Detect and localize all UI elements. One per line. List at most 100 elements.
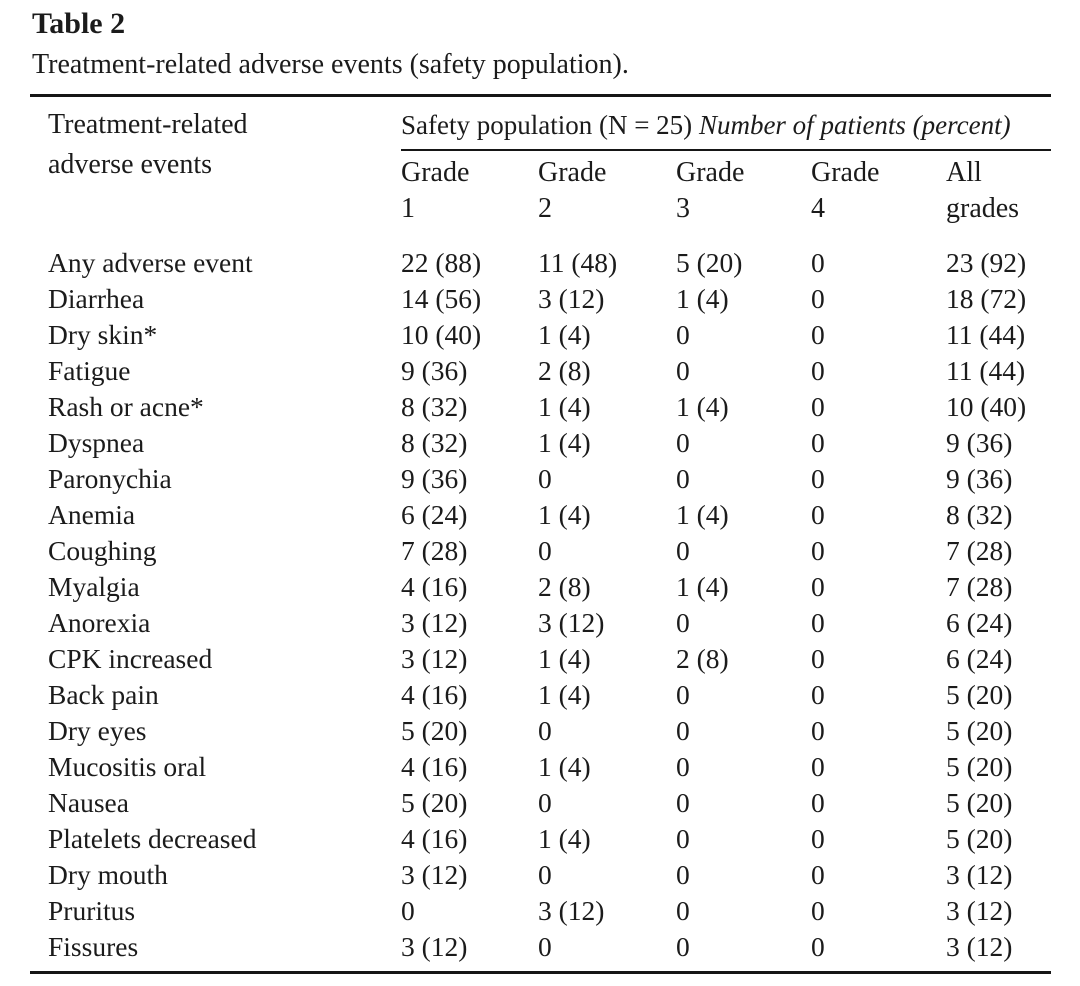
all-grades-value: 3 (12): [946, 895, 1013, 926]
table-row: Diarrhea 14 (56) 3 (12) 1 (4) 0 18 (72): [30, 281, 1051, 317]
grade-3-value: 0: [676, 751, 690, 782]
adverse-event-label: Dry mouth: [48, 859, 168, 890]
grade-4-value: 0: [811, 391, 825, 422]
grade-1-value: 8 (32): [401, 427, 468, 458]
grade-4-header-number: 4: [811, 193, 825, 224]
grade-4-value: 0: [811, 715, 825, 746]
table-row: Nausea 5 (20) 0 0 0 5 (20): [30, 785, 1051, 821]
grade-1-value: 3 (12): [401, 931, 468, 962]
adverse-event-label: Anorexia: [48, 607, 151, 638]
table-row: Dry mouth 3 (12) 0 0 0 3 (12): [30, 857, 1051, 893]
grade-1-value: 8 (32): [401, 391, 468, 422]
table-row: Paronychia 9 (36) 0 0 0 9 (36): [30, 461, 1051, 497]
grade-4-value: 0: [811, 463, 825, 494]
grade-2-value: 3 (12): [538, 607, 605, 638]
all-grades-value: 18 (72): [946, 283, 1027, 314]
grade-1-header-number: 1: [401, 193, 415, 224]
adverse-events-table: Treatment-related adverse events Safety …: [30, 94, 1052, 974]
all-grades-value: 3 (12): [946, 859, 1013, 890]
grade-1-value: 3 (12): [401, 859, 468, 890]
grade-2-value: 3 (12): [538, 283, 605, 314]
grade-2-value: 3 (12): [538, 895, 605, 926]
grade-4-value: 0: [811, 607, 825, 638]
table-row: Fatigue 9 (36) 2 (8) 0 0 11 (44): [30, 353, 1051, 389]
column-header-grade-4: Grade 4: [811, 150, 946, 239]
grade-1-value: 6 (24): [401, 499, 468, 530]
table-header: Treatment-related adverse events Safety …: [30, 95, 1052, 240]
grade-4-value: 0: [811, 355, 825, 386]
adverse-event-label: Diarrhea: [48, 283, 145, 314]
column-header-grade-3: Grade 3: [676, 150, 811, 239]
grade-1-value: 10 (40): [401, 319, 482, 350]
group-header-italic-text: Number of patients (percent): [698, 110, 1011, 140]
adverse-event-label: Fissures: [48, 931, 139, 962]
all-grades-value: 5 (20): [946, 679, 1013, 710]
grade-3-value: 1 (4): [676, 391, 729, 422]
grade-2-value: 1 (4): [538, 643, 591, 674]
grade-1-value: 9 (36): [401, 463, 468, 494]
table-row: Fissures 3 (12) 0 0 0 3 (12): [30, 929, 1051, 973]
column-header-all-grades: All grades: [946, 150, 1051, 239]
grade-3-value: 0: [676, 535, 690, 566]
adverse-event-label: CPK increased: [48, 643, 213, 674]
grade-3-value: 0: [676, 679, 690, 710]
grade-1-value: 4 (16): [401, 571, 468, 602]
grade-4-value: 0: [811, 895, 825, 926]
adverse-event-label: Back pain: [48, 679, 159, 710]
all-grades-value: 7 (28): [946, 571, 1013, 602]
all-grades-value: 5 (20): [946, 787, 1013, 818]
all-grades-value: 5 (20): [946, 715, 1013, 746]
adverse-event-label: Dry eyes: [48, 715, 147, 746]
grade-2-value: 0: [538, 463, 552, 494]
all-grades-value: 9 (36): [946, 463, 1013, 494]
grade-4-value: 0: [811, 643, 825, 674]
all-grades-value: 23 (92): [946, 247, 1027, 278]
all-grades-value: 7 (28): [946, 535, 1013, 566]
column-group-header-safety-population: Safety population (N = 25) Number of pat…: [401, 95, 1052, 151]
grade-3-value: 0: [676, 355, 690, 386]
grade-2-value: 1 (4): [538, 427, 591, 458]
grade-4-value: 0: [811, 859, 825, 890]
grade-3-value: 0: [676, 715, 690, 746]
adverse-event-label: Dry skin*: [48, 319, 158, 350]
column-header-grade-2: Grade 2: [538, 150, 676, 239]
table-row: Coughing 7 (28) 0 0 0 7 (28): [30, 533, 1051, 569]
adverse-event-label: Platelets decreased: [48, 823, 257, 854]
table-row: CPK increased 3 (12) 1 (4) 2 (8) 0 6 (24): [30, 641, 1051, 677]
table-caption: Treatment-related adverse events (safety…: [32, 49, 629, 80]
adverse-event-label: Pruritus: [48, 895, 136, 926]
adverse-event-label: Myalgia: [48, 571, 140, 602]
all-grades-value: 11 (44): [946, 355, 1026, 386]
grade-2-value: 0: [538, 931, 552, 962]
group-header-row: Treatment-related adverse events Safety …: [30, 95, 1052, 180]
adverse-event-label: Mucositis oral: [48, 751, 207, 782]
grade-4-value: 0: [811, 787, 825, 818]
grade-4-header-word: Grade: [811, 157, 880, 188]
grade-3-value: 0: [676, 427, 690, 458]
grade-3-value: 0: [676, 931, 690, 962]
adverse-event-label: Rash or acne*: [48, 391, 204, 422]
grade-2-value: 1 (4): [538, 391, 591, 422]
grade-1-value: 5 (20): [401, 715, 468, 746]
grade-4-value: 0: [811, 499, 825, 530]
grade-4-value: 0: [811, 247, 825, 278]
grade-2-header-number: 2: [538, 193, 552, 224]
all-grades-value: 9 (36): [946, 427, 1013, 458]
grade-1-value: 5 (20): [401, 787, 468, 818]
grade-1-header-word: Grade: [401, 157, 470, 188]
adverse-event-label: Fatigue: [48, 355, 131, 386]
table-row: Dyspnea 8 (32) 1 (4) 0 0 9 (36): [30, 425, 1051, 461]
all-grades-header-number: grades: [946, 193, 1020, 224]
grade-3-value: 1 (4): [676, 499, 729, 530]
grade-2-value: 1 (4): [538, 751, 591, 782]
grade-2-value: 0: [538, 535, 552, 566]
adverse-event-label: Anemia: [48, 499, 136, 530]
all-grades-value: 6 (24): [946, 607, 1013, 638]
grade-2-header-word: Grade: [538, 157, 607, 188]
column-header-adverse-events: Treatment-related adverse events: [30, 96, 401, 240]
grade-2-value: 2 (8): [538, 571, 591, 602]
table-row: Back pain 4 (16) 1 (4) 0 0 5 (20): [30, 677, 1051, 713]
grade-3-value: 0: [676, 787, 690, 818]
grade-1-value: 4 (16): [401, 679, 468, 710]
